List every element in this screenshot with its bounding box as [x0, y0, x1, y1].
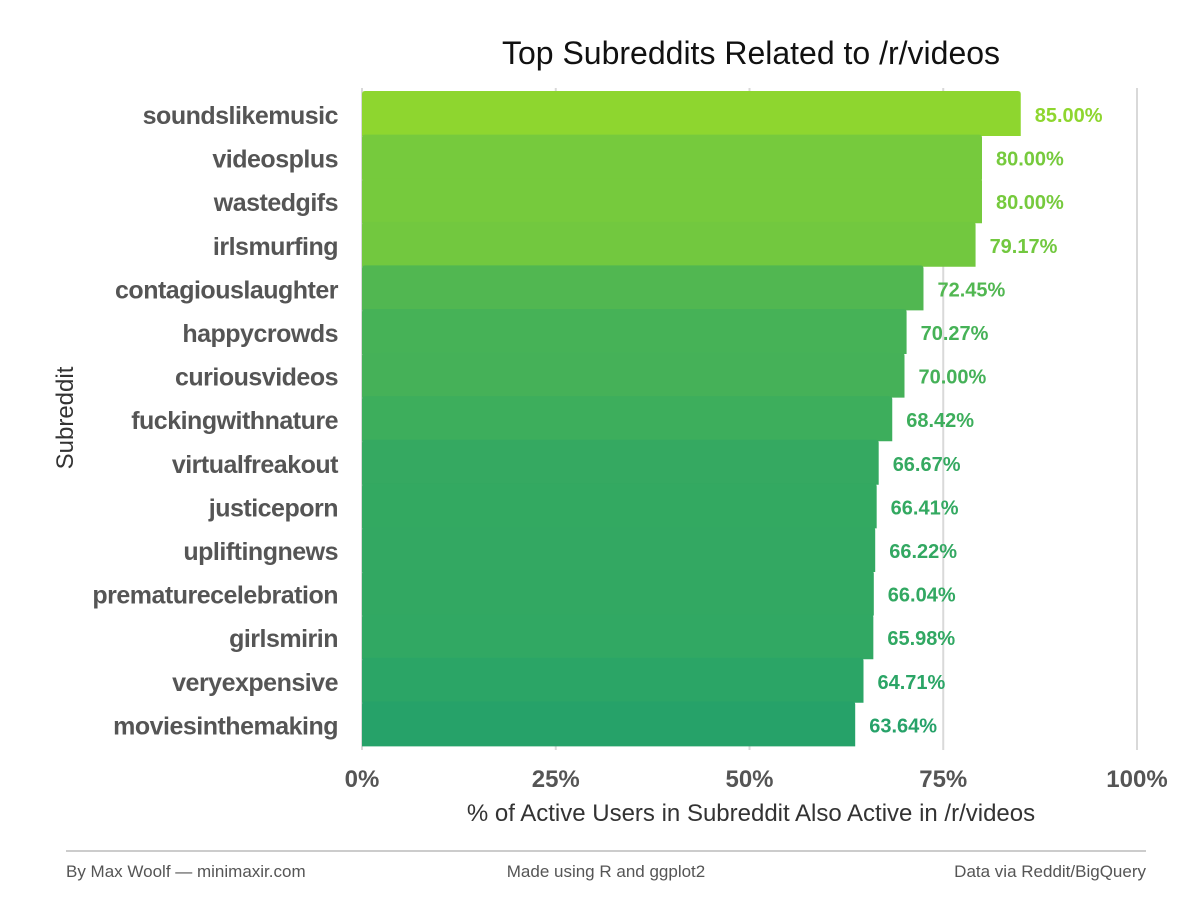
footer-source: Data via Reddit/BigQuery: [954, 862, 1146, 881]
x-tick-label: 75%: [919, 766, 967, 793]
value-label: 70.00%: [919, 367, 987, 389]
bar: [362, 701, 856, 747]
category-label: happycrowds: [182, 320, 338, 348]
category-labels: soundslikemusic videosplus wastedgifs irlsm…: [92, 102, 339, 740]
value-label: 70.27%: [921, 323, 989, 345]
bar: [362, 527, 876, 572]
x-axis-ticks: 0% 25% 50% 75% 100%: [345, 766, 1168, 793]
bar: [362, 483, 877, 529]
value-label: 66.04%: [888, 585, 956, 607]
category-label: curiousvideos: [175, 364, 338, 392]
bar: [362, 309, 907, 354]
x-tick-label: 50%: [725, 766, 773, 793]
value-label: 63.64%: [869, 715, 937, 737]
category-label: veryexpensive: [172, 669, 338, 697]
value-label: 80.00%: [996, 149, 1064, 171]
category-label: justiceporn: [208, 494, 338, 522]
value-label: 66.67%: [893, 454, 961, 476]
bar: [362, 221, 976, 267]
y-axis-title: Subreddit: [52, 366, 79, 469]
category-label: girlsmirin: [229, 625, 338, 653]
x-tick-label: 100%: [1106, 766, 1167, 793]
bar: [362, 134, 982, 180]
bar: [362, 265, 924, 311]
category-label: upliftingnews: [183, 538, 338, 566]
value-label: 72.45%: [937, 279, 1005, 301]
bar: [362, 396, 893, 442]
value-label: 68.42%: [906, 410, 974, 432]
chart-title: Top Subreddits Related to /r/videos: [502, 35, 1000, 71]
category-label: prematurecelebration: [92, 582, 338, 610]
value-label: 65.98%: [887, 628, 955, 650]
bar: [362, 352, 905, 398]
x-axis-title: % of Active Users in Subreddit Also Acti…: [467, 800, 1035, 827]
value-label: 64.71%: [878, 672, 946, 694]
value-label: 66.41%: [891, 497, 959, 519]
bar: [362, 614, 874, 660]
value-label: 79.17%: [990, 236, 1058, 258]
category-label: videosplus: [212, 146, 338, 174]
value-label: 66.22%: [889, 541, 957, 563]
footer-credit: By Max Woolf — minimaxir.com: [66, 862, 306, 881]
bar: [362, 570, 874, 616]
category-label: moviesinthemaking: [113, 712, 338, 740]
bars: [362, 91, 1021, 747]
bar: [362, 439, 879, 485]
bar: [362, 178, 982, 224]
category-label: fuckingwithnature: [131, 407, 338, 435]
bar: [362, 91, 1021, 136]
value-labels: 85.00% 80.00% 80.00% 79.17% 72.45% 70.27% 70.0…: [869, 105, 1103, 737]
category-label: soundslikemusic: [143, 102, 339, 130]
bar: [362, 657, 864, 703]
x-tick-label: 25%: [532, 766, 580, 793]
category-label: wastedgifs: [213, 189, 338, 217]
footer-tool: Made using R and ggplot2: [507, 862, 705, 881]
value-label: 80.00%: [996, 192, 1064, 214]
category-label: contagiouslaughter: [115, 276, 339, 304]
value-label: 85.00%: [1035, 105, 1103, 127]
x-tick-label: 0%: [345, 766, 380, 793]
category-label: virtualfreakout: [172, 451, 339, 479]
category-label: irlsmurfing: [213, 233, 338, 261]
